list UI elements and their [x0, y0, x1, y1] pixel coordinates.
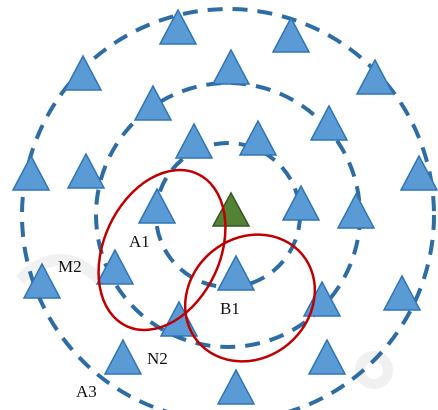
label-a1: A1	[129, 232, 150, 251]
node-icon	[281, 184, 321, 221]
node-icon	[158, 8, 198, 45]
outer-ring	[20, 7, 436, 410]
cluster-ellipses	[97, 168, 317, 363]
node-icon	[216, 254, 256, 291]
node-icon	[302, 280, 342, 317]
node-icon	[238, 119, 278, 156]
node-icon	[211, 48, 251, 85]
node-icon	[399, 154, 438, 191]
node-icon	[309, 104, 349, 141]
node-icon	[174, 122, 214, 159]
node-icon	[133, 84, 173, 121]
cluster-ellipse-b1-n2	[183, 233, 317, 363]
cluster-ellipse-a1-m2	[97, 168, 227, 332]
node-icon	[95, 248, 135, 285]
node-icon	[355, 58, 395, 95]
node-icon	[307, 338, 347, 375]
node-icon	[22, 262, 62, 299]
node-group	[11, 8, 438, 405]
node-icon	[66, 152, 106, 189]
label-group: A1 B1 M2 N2 A3	[58, 232, 240, 401]
node-icon	[103, 338, 143, 375]
node-icon	[382, 274, 422, 311]
node-icon	[271, 16, 311, 53]
label-a3: A3	[76, 382, 97, 401]
label-b1: B1	[220, 299, 240, 318]
watermark	[0, 254, 438, 410]
node-icon	[137, 187, 177, 224]
label-m2: M2	[58, 257, 82, 276]
node-icon	[11, 154, 51, 191]
node-icon	[336, 192, 376, 229]
node-icon	[216, 368, 256, 405]
node-icon	[63, 54, 103, 91]
label-n2: N2	[147, 349, 168, 368]
target-node-icon	[211, 191, 251, 227]
